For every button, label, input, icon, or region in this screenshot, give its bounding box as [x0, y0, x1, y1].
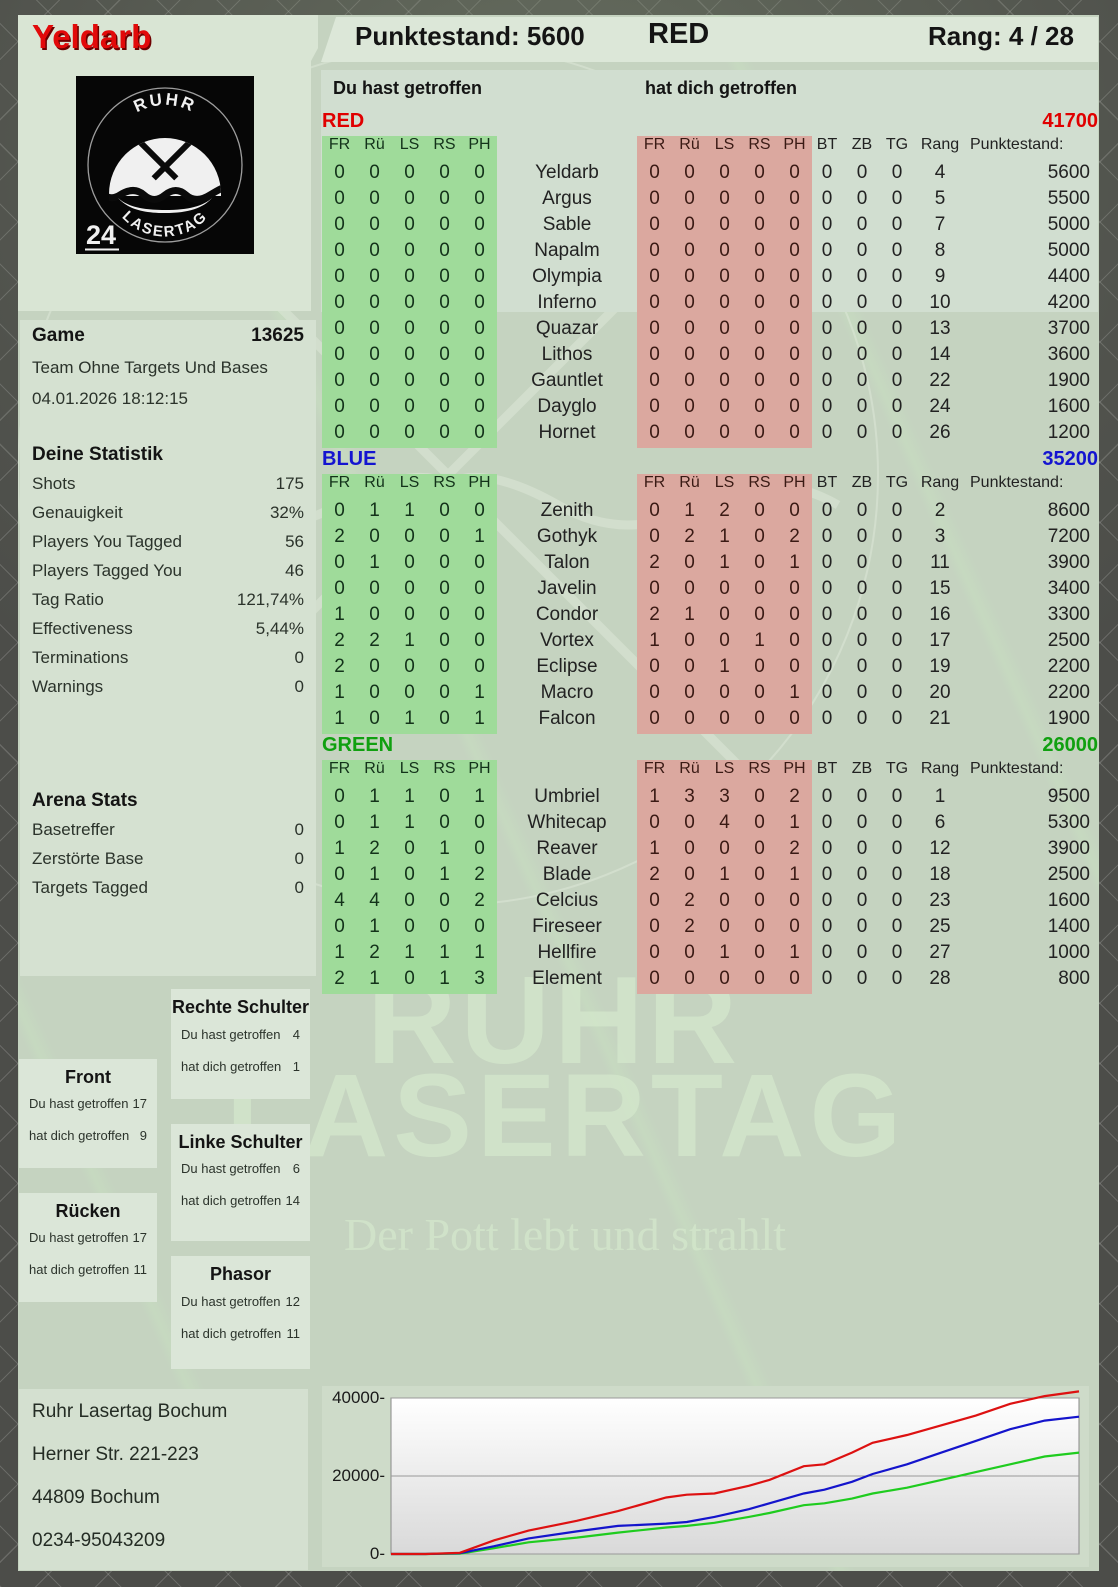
- svg-text:RUHR: RUHR: [131, 90, 200, 116]
- svg-text:40000-: 40000-: [332, 1388, 385, 1407]
- svg-text:20000-: 20000-: [332, 1466, 385, 1485]
- svg-text:24: 24: [86, 220, 116, 250]
- svg-text:0-: 0-: [370, 1544, 385, 1563]
